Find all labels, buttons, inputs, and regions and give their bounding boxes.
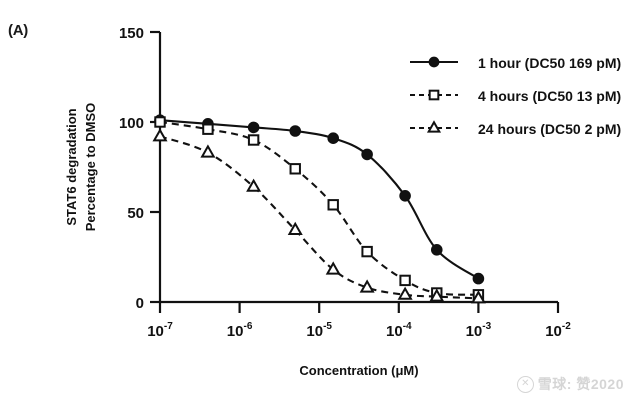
x-tick-label: 10-7 bbox=[147, 321, 173, 340]
data-point-triangle-marker bbox=[246, 178, 262, 192]
data-point-triangle-marker bbox=[325, 261, 341, 275]
x-axis-ticks: 10-7 10-6 10-5 10-4 10-3 10-2 bbox=[147, 302, 571, 340]
data-point-circle-marker bbox=[472, 272, 485, 285]
legend-item[interactable]: 1 hour (DC50 169 pM) bbox=[410, 55, 621, 71]
series-line bbox=[159, 135, 479, 300]
legend-item[interactable]: 24 hours (DC50 2 pM) bbox=[410, 120, 621, 137]
x-tick-label: 10-4 bbox=[386, 321, 412, 340]
data-point-circle-marker bbox=[247, 121, 260, 134]
data-point-square-marker bbox=[361, 245, 373, 258]
data-point-triangle-marker bbox=[429, 288, 445, 302]
data-point-circle-marker bbox=[327, 132, 340, 144]
watermark: ✕ 雪球: 赞2020 bbox=[516, 374, 624, 394]
legend-item[interactable]: 4 hours (DC50 13 pM) bbox=[410, 88, 621, 104]
data-point-square-marker bbox=[247, 134, 260, 146]
data-point-triangle-marker bbox=[397, 286, 413, 300]
y-tick-label: 50 bbox=[127, 205, 144, 222]
panel-label: (A) bbox=[8, 22, 28, 39]
data-point-square-marker bbox=[399, 274, 411, 287]
data-point-circle-marker bbox=[399, 190, 411, 202]
x-axis-title: Concentration (μM) bbox=[299, 363, 418, 378]
watermark-logo-icon: ✕ bbox=[516, 375, 534, 393]
x-tick-label: 10-3 bbox=[466, 321, 492, 340]
data-series-layer bbox=[152, 114, 486, 304]
data-point-square-marker bbox=[202, 123, 214, 135]
data-series bbox=[154, 114, 485, 285]
data-point-triangle-marker bbox=[359, 279, 375, 293]
data-point-circle-marker bbox=[361, 148, 373, 161]
y-tick-label: 0 bbox=[136, 295, 144, 312]
data-series bbox=[152, 128, 486, 304]
data-point-square-marker bbox=[428, 89, 440, 101]
data-point-square-marker bbox=[327, 199, 339, 211]
y-axis-title-line1: STAT6 degradation bbox=[64, 108, 79, 225]
data-point-circle-marker bbox=[289, 125, 302, 137]
data-series bbox=[154, 116, 485, 301]
y-tick-label: 100 bbox=[119, 115, 144, 132]
legend-label: 4 hours (DC50 13 pM) bbox=[478, 88, 621, 104]
x-tick-label: 10-6 bbox=[227, 321, 253, 340]
data-point-circle-marker bbox=[428, 56, 440, 68]
legend-label: 24 hours (DC50 2 pM) bbox=[478, 121, 621, 137]
y-tick-label: 150 bbox=[119, 25, 144, 42]
chart-legend: 1 hour (DC50 169 pM) 4 hours (DC50 13 pM)… bbox=[410, 55, 621, 137]
data-point-square-marker bbox=[154, 116, 166, 128]
data-point-triangle-marker bbox=[470, 290, 486, 304]
x-tick-label: 10-5 bbox=[306, 321, 332, 340]
data-point-triangle-marker bbox=[426, 120, 442, 133]
data-point-triangle-marker bbox=[287, 221, 303, 235]
data-point-circle-marker bbox=[430, 244, 443, 256]
y-axis-title-line2: Percentage to DMSO bbox=[83, 103, 98, 232]
data-point-triangle-marker bbox=[200, 144, 216, 158]
watermark-text: 雪球: 赞2020 bbox=[537, 376, 624, 392]
y-axis-ticks: 0 50 100 150 bbox=[119, 25, 160, 312]
x-tick-label: 10-2 bbox=[545, 321, 571, 340]
data-point-triangle-marker bbox=[152, 128, 168, 142]
legend-label: 1 hour (DC50 169 pM) bbox=[478, 55, 621, 71]
series-line bbox=[159, 119, 479, 280]
data-point-square-marker bbox=[289, 163, 301, 175]
